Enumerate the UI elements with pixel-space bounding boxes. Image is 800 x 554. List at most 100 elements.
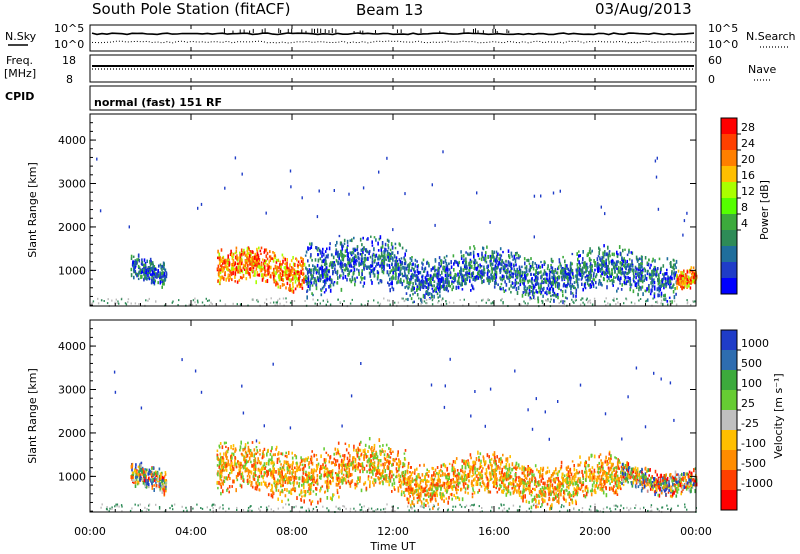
echo-cell [523, 282, 525, 286]
nsearch-label: N.Search [746, 30, 796, 43]
echo-cell [339, 301, 341, 304]
nave-tick-bottom: 0 [708, 73, 715, 86]
echo-cell [266, 452, 268, 457]
echo-cell [248, 448, 250, 453]
echo-cell [355, 463, 358, 468]
echo-cell [486, 265, 488, 269]
echo-cell [354, 486, 357, 490]
echo-cell [458, 275, 461, 279]
echo-cell [248, 451, 251, 455]
echo-cell [217, 264, 220, 269]
echo-cell [302, 459, 304, 463]
echo-cell [386, 464, 389, 468]
echo-cell [305, 274, 307, 278]
echo-cell [159, 486, 161, 491]
echo-cell [234, 280, 236, 283]
echo-cell [506, 268, 508, 272]
colorbar-tick-label: 24 [741, 137, 755, 150]
echo-cell [595, 286, 598, 289]
echo-cell [604, 264, 607, 268]
echo-cell [554, 277, 556, 280]
echo-cell [308, 466, 311, 469]
echo-cell [220, 464, 223, 469]
echo-cell [336, 240, 338, 245]
echo-cell [457, 262, 459, 267]
echo-cell [317, 462, 320, 466]
echo-cell [622, 270, 624, 275]
echo-cell [579, 264, 581, 268]
echo-cell [589, 247, 591, 251]
echo-cell [439, 285, 442, 288]
echo-cell [460, 256, 463, 261]
echo-cell [489, 278, 491, 283]
echo-cell [234, 156, 237, 160]
echo-cell [298, 493, 301, 497]
echo-cell [663, 274, 665, 279]
echo-cell [283, 283, 285, 286]
echo-cell [532, 261, 534, 264]
echo-cell [269, 301, 272, 304]
echo-cell [499, 276, 501, 280]
echo-cell [150, 478, 152, 483]
echo-cell [238, 278, 241, 282]
echo-cell [326, 247, 328, 251]
echo-cell [369, 484, 371, 489]
echo-cell [532, 290, 534, 295]
echo-cell [299, 283, 302, 286]
echo-cell [155, 300, 157, 303]
echo-cell [239, 253, 241, 257]
echo-cell [630, 301, 633, 304]
echo-cell [514, 252, 517, 257]
echo-cell [561, 290, 564, 294]
echo-cell [558, 302, 560, 305]
echo-cell [392, 462, 394, 467]
echo-cell [239, 275, 242, 279]
echo-cell [221, 459, 223, 463]
echo-cell [158, 474, 161, 478]
echo-cell [366, 238, 368, 241]
echo-cell [574, 299, 577, 302]
echo-cell [325, 254, 328, 259]
echo-cell [540, 194, 542, 198]
echo-cell [605, 304, 607, 307]
echo-cell [508, 274, 511, 279]
echo-cell [279, 471, 281, 476]
echo-cell [240, 473, 243, 476]
echo-cell [406, 264, 409, 269]
echo-cell [383, 456, 386, 460]
echo-cell [118, 302, 120, 305]
echo-cell [391, 463, 393, 467]
echo-cell [533, 194, 536, 198]
echo-cell [621, 283, 623, 287]
echo-cell [285, 474, 287, 478]
echo-cell [299, 275, 301, 279]
echo-cell [254, 259, 257, 263]
echo-cell [281, 253, 284, 257]
echo-cell [360, 488, 363, 493]
echo-cell [273, 278, 275, 283]
echo-cell [307, 489, 309, 493]
echo-cell [321, 260, 323, 264]
echo-cell [234, 275, 236, 279]
echo-cell [480, 275, 483, 279]
echo-cell [405, 266, 408, 271]
echo-cell [413, 300, 415, 304]
echo-cell [538, 271, 541, 274]
echo-cell [613, 280, 615, 284]
echo-cell [335, 476, 338, 480]
echo-cell [336, 448, 339, 452]
echo-cell [281, 452, 284, 456]
echo-cell [332, 478, 334, 483]
echo-cell [240, 484, 243, 489]
echo-cell [372, 456, 375, 460]
echo-cell [133, 275, 135, 280]
echo-cell [163, 266, 165, 271]
echo-cell [314, 302, 316, 305]
echo-cell [471, 272, 473, 275]
echo-cell [149, 262, 152, 267]
echo-cell [160, 275, 163, 279]
echo-cell [609, 274, 612, 278]
echo-cell [583, 271, 586, 274]
echo-cell [243, 251, 246, 255]
echo-cell [367, 237, 369, 241]
